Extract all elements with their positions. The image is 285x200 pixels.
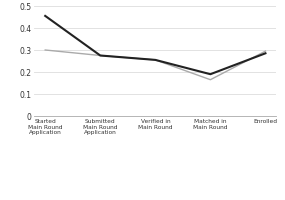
Line: Control: Control xyxy=(45,50,265,80)
Line: Treatment: Treatment xyxy=(45,16,265,74)
Control xyxy=(154,59,157,61)
Control xyxy=(44,49,47,51)
Treatment xyxy=(154,59,157,61)
Treatment xyxy=(44,15,47,17)
Treatment xyxy=(264,52,267,55)
Control xyxy=(99,54,102,57)
Control xyxy=(264,50,267,52)
Control xyxy=(209,79,212,81)
Legend: Control, Treatment: Control, Treatment xyxy=(106,199,205,200)
Treatment xyxy=(99,54,102,57)
Treatment xyxy=(209,73,212,75)
